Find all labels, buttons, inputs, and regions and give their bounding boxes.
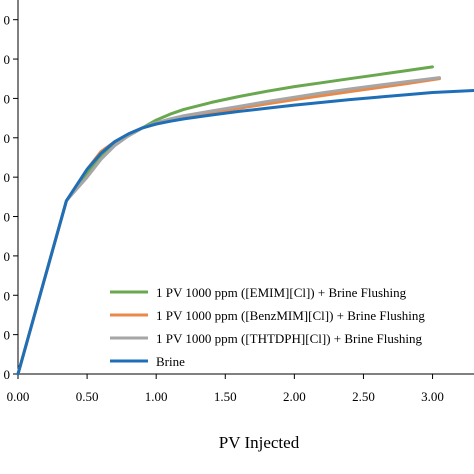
x-tick-label: 1.00 xyxy=(145,389,168,404)
x-tick-label: 2.50 xyxy=(352,389,375,404)
y-tick-label: 0 xyxy=(4,210,11,225)
y-tick-label: 0 xyxy=(4,170,11,185)
y-tick-label: 0 xyxy=(4,367,11,382)
series-layer xyxy=(16,65,474,376)
x-tick-label: 0.50 xyxy=(76,389,99,404)
series-line-3 xyxy=(16,76,441,376)
series-line-2 xyxy=(16,77,441,376)
y-tick-label: 0 xyxy=(4,13,11,28)
series-line-4 xyxy=(16,89,474,376)
legend: 1 PV 1000 ppm ([EMIM][Cl]) + Brine Flush… xyxy=(110,285,425,369)
legend-label: 1 PV 1000 ppm ([EMIM][Cl]) + Brine Flush… xyxy=(156,285,407,300)
axes: 0.00 0.50 1.00 1.50 2.00 2.50 3.00 0 0 0 0 0 0 0 0 0 0 xyxy=(4,0,474,404)
x-tick-label: 0.00 xyxy=(7,389,30,404)
legend-label: 1 PV 1000 ppm ([BenzMIM][Cl]) + Brine Fl… xyxy=(156,308,425,323)
y-ticks: 0 0 0 0 0 0 0 0 0 0 xyxy=(4,13,18,382)
x-tick-label: 2.00 xyxy=(283,389,306,404)
legend-label: Brine xyxy=(156,354,185,369)
x-axis-title: PV Injected xyxy=(219,433,300,452)
x-ticks: 0.00 0.50 1.00 1.50 2.00 2.50 3.00 xyxy=(7,374,444,404)
y-tick-label: 0 xyxy=(4,328,11,343)
y-tick-label: 0 xyxy=(4,249,11,264)
legend-label: 1 PV 1000 ppm ([THTDPH][Cl]) + Brine Flu… xyxy=(156,331,423,346)
x-tick-label: 1.50 xyxy=(214,389,237,404)
x-tick-label: 3.00 xyxy=(421,389,444,404)
y-tick-label: 0 xyxy=(4,288,11,303)
y-tick-label: 0 xyxy=(4,52,11,67)
y-tick-label: 0 xyxy=(4,91,11,106)
y-tick-label: 0 xyxy=(4,131,11,146)
